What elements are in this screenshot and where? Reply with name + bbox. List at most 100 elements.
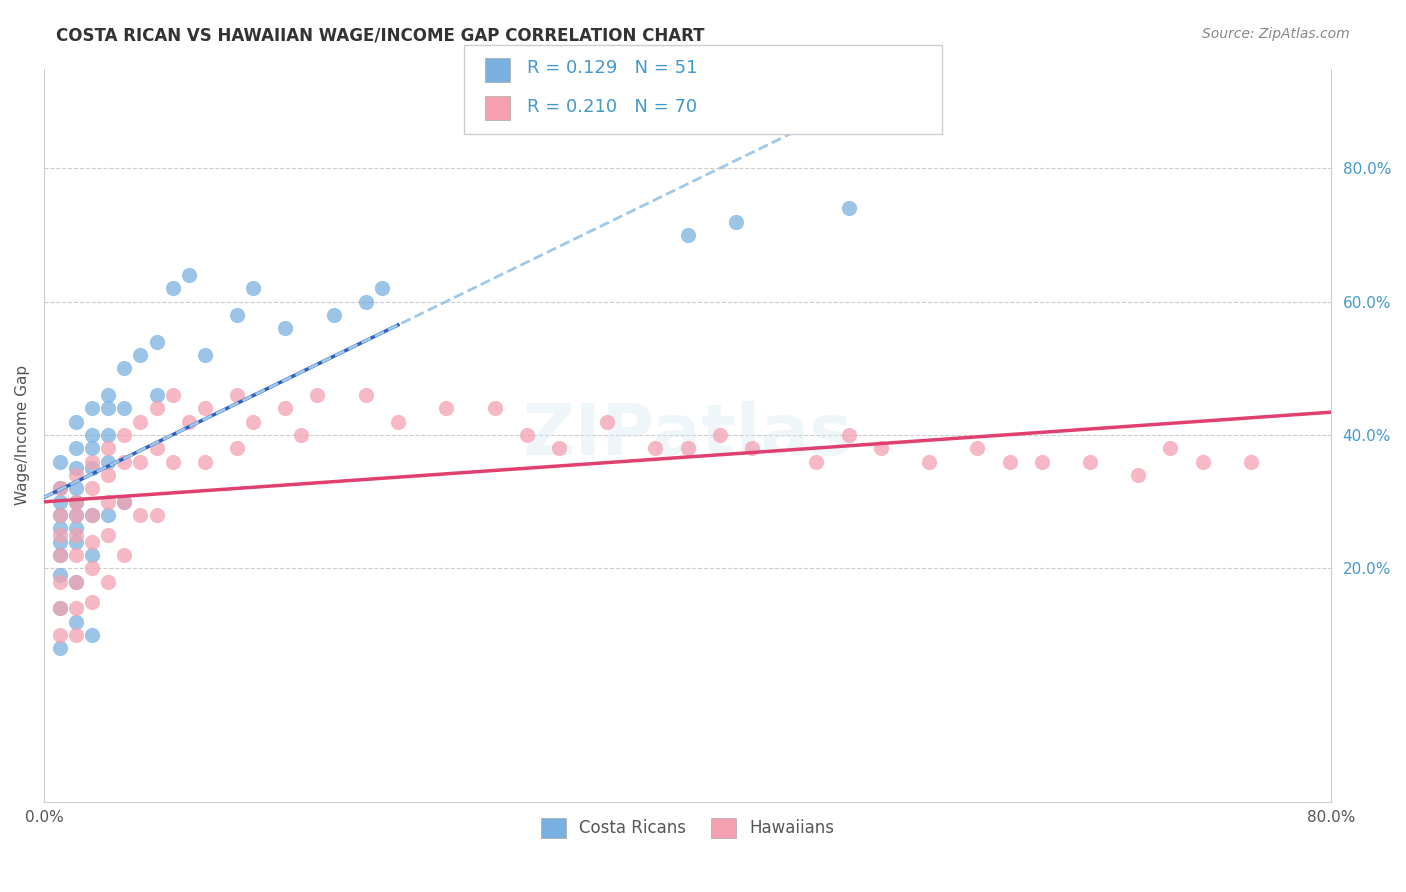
Point (97, 528, 120, 542)
Point (49, 508, 72, 522)
Point (82, 455, 104, 469)
Point (82, 508, 104, 522)
Point (112, 494, 135, 508)
Point (65, 494, 87, 508)
Point (65, 534, 87, 549)
Point (162, 388, 184, 402)
Point (97, 442, 120, 456)
Point (49, 628, 72, 642)
Text: R = 0.210   N = 70: R = 0.210 N = 70 (527, 98, 697, 116)
Point (806, 455, 828, 469)
Point (65, 548, 87, 562)
Point (741, 442, 763, 456)
Point (1128, 468, 1150, 483)
Point (65, 615, 87, 629)
Point (49, 508, 72, 522)
Point (65, 628, 87, 642)
Point (49, 601, 72, 615)
Point (49, 481, 72, 495)
Point (97, 401, 120, 416)
Point (709, 428, 731, 442)
Point (434, 401, 457, 416)
Point (112, 494, 135, 508)
Point (65, 415, 87, 429)
Point (97, 455, 120, 469)
Point (49, 548, 72, 562)
Text: COSTA RICAN VS HAWAIIAN WAGE/INCOME GAP CORRELATION CHART: COSTA RICAN VS HAWAIIAN WAGE/INCOME GAP … (56, 27, 704, 45)
Point (129, 508, 152, 522)
Point (65, 494, 87, 508)
Point (194, 348, 217, 362)
Point (112, 428, 135, 442)
Point (82, 534, 104, 549)
Point (145, 442, 167, 456)
Point (129, 348, 152, 362)
Point (242, 415, 264, 429)
Point (676, 228, 699, 243)
Point (387, 415, 409, 429)
Point (49, 521, 72, 535)
Point (82, 461, 104, 475)
Point (724, 215, 747, 229)
Point (49, 534, 72, 549)
Point (82, 428, 104, 442)
Point (226, 388, 249, 402)
Point (49, 641, 72, 656)
Point (322, 308, 344, 322)
Point (65, 528, 87, 542)
Point (274, 401, 297, 416)
Point (65, 442, 87, 456)
Point (129, 415, 152, 429)
Point (998, 455, 1021, 469)
Point (112, 401, 135, 416)
Point (65, 601, 87, 615)
Point (97, 508, 120, 522)
Point (869, 442, 891, 456)
Point (274, 321, 297, 335)
Point (82, 401, 104, 416)
Text: ZIPatlas: ZIPatlas (523, 401, 852, 469)
Point (194, 401, 217, 416)
Point (65, 521, 87, 535)
Point (49, 574, 72, 589)
Point (145, 334, 167, 349)
Point (966, 442, 988, 456)
Point (307, 388, 329, 402)
Point (112, 548, 135, 562)
Point (65, 481, 87, 495)
Point (177, 415, 200, 429)
Point (226, 442, 249, 456)
Point (112, 361, 135, 376)
Point (145, 508, 167, 522)
Point (484, 401, 506, 416)
Point (676, 442, 699, 456)
Point (177, 268, 200, 282)
Point (162, 281, 184, 295)
Point (548, 442, 571, 456)
Y-axis label: Wage/Income Gap: Wage/Income Gap (15, 365, 30, 505)
Point (82, 548, 104, 562)
Point (65, 508, 87, 522)
Point (516, 428, 538, 442)
Point (49, 528, 72, 542)
Point (65, 574, 87, 589)
Point (112, 455, 135, 469)
Point (82, 628, 104, 642)
Point (65, 468, 87, 483)
Point (97, 468, 120, 483)
Point (49, 494, 72, 508)
Point (354, 388, 377, 402)
Point (49, 481, 72, 495)
Point (290, 428, 312, 442)
Point (371, 281, 394, 295)
Point (838, 202, 860, 216)
Point (97, 494, 120, 508)
Point (644, 442, 666, 456)
Point (1159, 442, 1181, 456)
Point (49, 455, 72, 469)
Point (194, 455, 217, 469)
Point (49, 568, 72, 582)
Point (97, 574, 120, 589)
Point (226, 308, 249, 322)
Point (49, 601, 72, 615)
